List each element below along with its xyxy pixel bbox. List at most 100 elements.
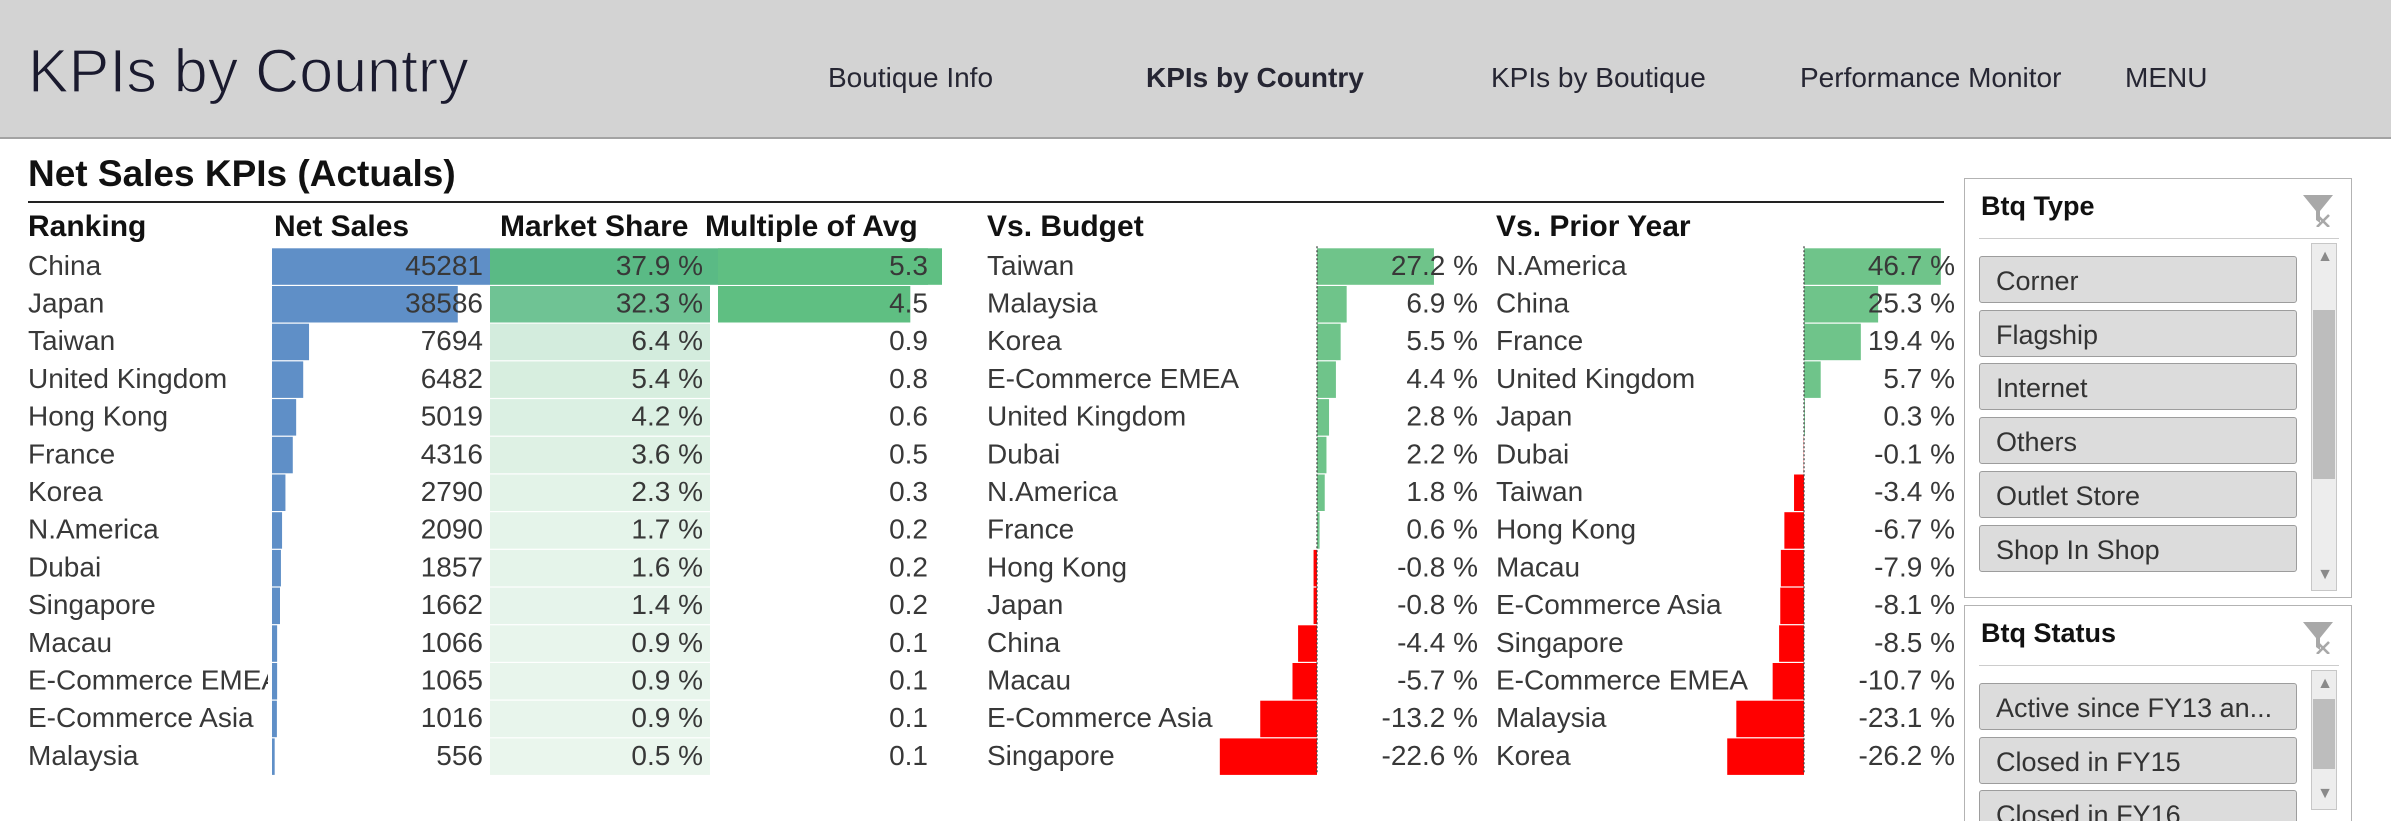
svg-text:Malaysia: Malaysia (987, 288, 1098, 319)
svg-text:1.4 %: 1.4 % (631, 589, 703, 620)
svg-text:Taiwan: Taiwan (1496, 476, 1583, 507)
svg-text:6.4 %: 6.4 % (631, 325, 703, 356)
svg-text:0.3 %: 0.3 % (1883, 401, 1955, 432)
svg-text:E-Commerce Asia: E-Commerce Asia (987, 702, 1213, 733)
svg-text:1.8 %: 1.8 % (1406, 476, 1478, 507)
svg-text:5.3: 5.3 (889, 250, 928, 281)
svg-text:0.5 %: 0.5 % (631, 740, 703, 771)
svg-text:1065: 1065 (421, 665, 483, 696)
svg-text:2090: 2090 (421, 514, 483, 545)
svg-text:Macau: Macau (1496, 551, 1580, 582)
svg-text:19.4 %: 19.4 % (1868, 325, 1955, 356)
svg-text:0.9 %: 0.9 % (631, 627, 703, 658)
svg-text:4316: 4316 (421, 438, 483, 469)
svg-text:Hong Kong: Hong Kong (1496, 514, 1636, 545)
svg-text:3.6 %: 3.6 % (631, 438, 703, 469)
svg-text:6482: 6482 (421, 363, 483, 394)
svg-text:0.9: 0.9 (889, 325, 928, 356)
svg-text:Dubai: Dubai (28, 551, 101, 582)
svg-text:1066: 1066 (421, 627, 483, 658)
svg-text:7694: 7694 (421, 325, 483, 356)
svg-text:0.6 %: 0.6 % (1406, 514, 1478, 545)
svg-text:0.1: 0.1 (889, 665, 928, 696)
svg-text:2.3 %: 2.3 % (631, 476, 703, 507)
svg-text:-7.9 %: -7.9 % (1874, 551, 1955, 582)
svg-text:-4.4 %: -4.4 % (1397, 627, 1478, 658)
svg-text:Korea: Korea (987, 325, 1062, 356)
svg-text:556: 556 (436, 740, 483, 771)
svg-text:0.9 %: 0.9 % (631, 702, 703, 733)
svg-text:0.3: 0.3 (889, 476, 928, 507)
svg-text:France: France (1496, 325, 1583, 356)
svg-text:2.2 %: 2.2 % (1406, 438, 1478, 469)
svg-text:5.5 %: 5.5 % (1406, 325, 1478, 356)
svg-text:1016: 1016 (421, 702, 483, 733)
svg-text:France: France (987, 514, 1074, 545)
svg-text:37.9 %: 37.9 % (616, 250, 703, 281)
svg-text:E-Commerce EMEA: E-Commerce EMEA (1496, 665, 1748, 696)
svg-text:United Kingdom: United Kingdom (28, 363, 227, 394)
svg-text:1662: 1662 (421, 589, 483, 620)
svg-text:0.2: 0.2 (889, 514, 928, 545)
svg-text:0.1: 0.1 (889, 627, 928, 658)
svg-text:0.5: 0.5 (889, 438, 928, 469)
svg-text:Korea: Korea (28, 476, 103, 507)
svg-text:4.2 %: 4.2 % (631, 401, 703, 432)
svg-text:Macau: Macau (987, 665, 1071, 696)
svg-text:6.9 %: 6.9 % (1406, 288, 1478, 319)
svg-text:5019: 5019 (421, 401, 483, 432)
svg-text:4.5: 4.5 (889, 288, 928, 319)
svg-text:Taiwan: Taiwan (28, 325, 115, 356)
svg-text:5.7 %: 5.7 % (1883, 363, 1955, 394)
svg-text:E-Commerce Asia: E-Commerce Asia (28, 702, 254, 733)
svg-text:France: France (28, 438, 115, 469)
svg-text:Malaysia: Malaysia (1496, 702, 1607, 733)
svg-text:-13.2 %: -13.2 % (1382, 702, 1479, 733)
svg-text:Japan: Japan (987, 589, 1063, 620)
svg-text:Singapore: Singapore (1496, 627, 1624, 658)
svg-text:-22.6 %: -22.6 % (1382, 740, 1479, 771)
svg-text:Singapore: Singapore (987, 740, 1115, 771)
svg-text:Dubai: Dubai (1496, 438, 1569, 469)
svg-text:E-Commerce EMEA: E-Commerce EMEA (28, 665, 280, 696)
svg-text:N.America: N.America (1496, 250, 1627, 281)
svg-text:United Kingdom: United Kingdom (987, 401, 1186, 432)
svg-text:-5.7 %: -5.7 % (1397, 665, 1478, 696)
svg-text:Macau: Macau (28, 627, 112, 658)
svg-text:Hong Kong: Hong Kong (987, 551, 1127, 582)
svg-text:E-Commerce Asia: E-Commerce Asia (1496, 589, 1722, 620)
svg-text:-0.1 %: -0.1 % (1874, 438, 1955, 469)
svg-text:4.4 %: 4.4 % (1406, 363, 1478, 394)
svg-text:China: China (28, 250, 102, 281)
svg-text:Dubai: Dubai (987, 438, 1060, 469)
svg-text:-8.1 %: -8.1 % (1874, 589, 1955, 620)
svg-text:38586: 38586 (405, 288, 483, 319)
svg-text:-3.4 %: -3.4 % (1874, 476, 1955, 507)
svg-text:-23.1 %: -23.1 % (1859, 702, 1956, 733)
svg-text:-0.8 %: -0.8 % (1397, 589, 1478, 620)
svg-text:5.4 %: 5.4 % (631, 363, 703, 394)
svg-text:1.6 %: 1.6 % (631, 551, 703, 582)
svg-text:2790: 2790 (421, 476, 483, 507)
svg-text:N.America: N.America (28, 514, 159, 545)
svg-text:-0.8 %: -0.8 % (1397, 551, 1478, 582)
svg-text:46.7 %: 46.7 % (1868, 250, 1955, 281)
svg-text:2.8 %: 2.8 % (1406, 401, 1478, 432)
svg-text:Singapore: Singapore (28, 589, 156, 620)
svg-text:0.2: 0.2 (889, 589, 928, 620)
svg-text:Japan: Japan (1496, 401, 1572, 432)
svg-text:E-Commerce EMEA: E-Commerce EMEA (987, 363, 1239, 394)
svg-text:0.6: 0.6 (889, 401, 928, 432)
svg-text:0.1: 0.1 (889, 740, 928, 771)
svg-text:Malaysia: Malaysia (28, 740, 139, 771)
svg-text:1.7 %: 1.7 % (631, 514, 703, 545)
svg-text:0.9 %: 0.9 % (631, 665, 703, 696)
svg-text:-26.2 %: -26.2 % (1859, 740, 1956, 771)
svg-text:N.America: N.America (987, 476, 1118, 507)
svg-text:United Kingdom: United Kingdom (1496, 363, 1695, 394)
svg-text:25.3 %: 25.3 % (1868, 288, 1955, 319)
svg-text:0.2: 0.2 (889, 551, 928, 582)
svg-text:Hong Kong: Hong Kong (28, 401, 168, 432)
svg-text:0.1: 0.1 (889, 702, 928, 733)
svg-text:-10.7 %: -10.7 % (1859, 665, 1956, 696)
